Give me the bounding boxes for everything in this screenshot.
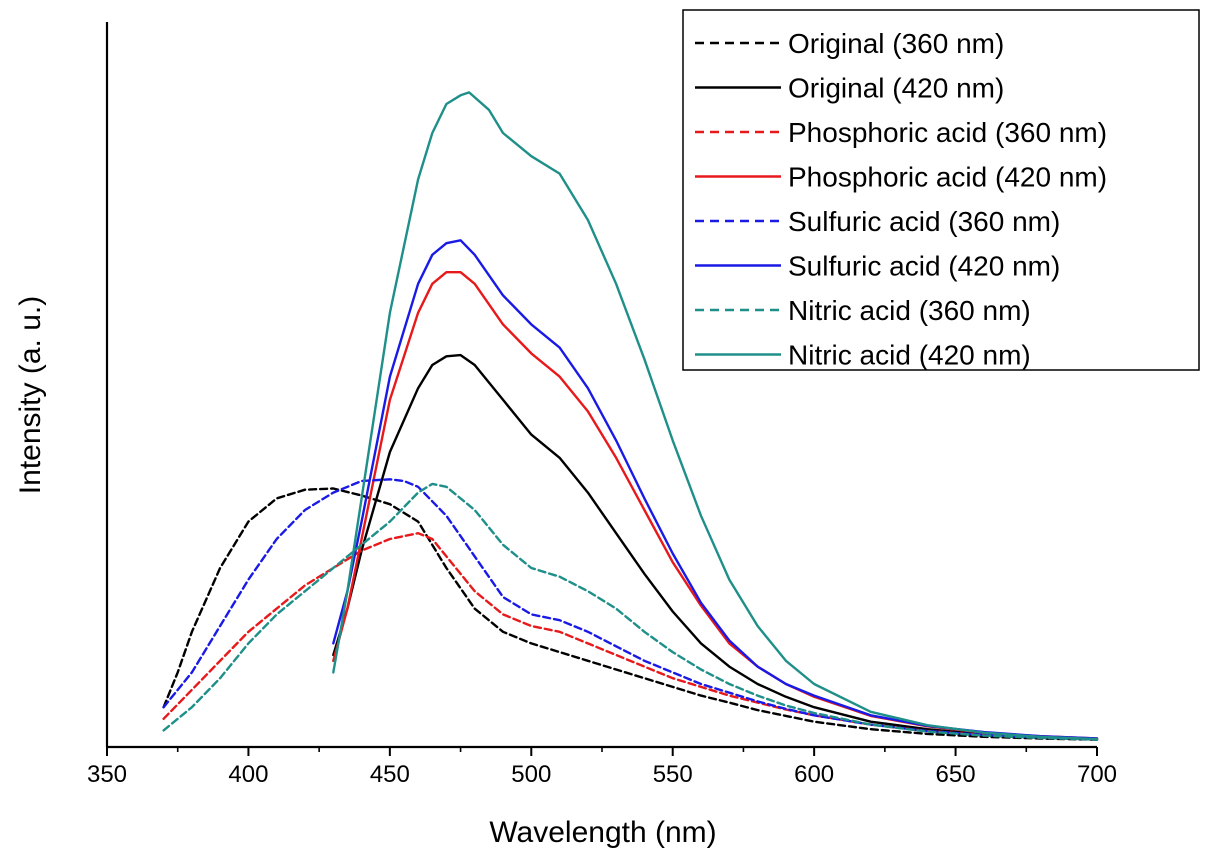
series-layer <box>162 91 1099 741</box>
series-line-6 <box>332 239 1099 740</box>
legend-label: Phosphoric acid (420 nm) <box>788 162 1107 193</box>
legend-label: Nitric acid (360 nm) <box>788 295 1031 326</box>
legend: Original (360 nm) Original (420 nm) Phosph… <box>682 9 1200 371</box>
legend-label: Phosphoric acid (360 nm) <box>788 117 1107 148</box>
legend-box <box>682 9 1200 371</box>
y-axis-title: Intensity (a. u.) <box>14 296 47 494</box>
x-tick-label: 400 <box>228 761 268 788</box>
x-tick-label: 600 <box>794 761 834 788</box>
series-line-8 <box>332 91 1099 741</box>
legend-label: Sulfuric acid (360 nm) <box>788 206 1060 237</box>
series-line-2 <box>332 353 1099 741</box>
x-tick-label: 550 <box>653 761 693 788</box>
x-tick-label: 700 <box>1077 761 1117 788</box>
legend-label: Original (420 nm) <box>788 73 1004 104</box>
x-tick-label: 350 <box>87 761 127 788</box>
x-tick-label: 650 <box>936 761 976 788</box>
tick-layer: 350 400 450 500 550 600 650 700 <box>87 747 1117 788</box>
series-line-3 <box>162 532 1099 741</box>
series-line-7 <box>162 482 1099 741</box>
series-line-1 <box>162 487 1099 741</box>
x-tick-label: 500 <box>511 761 551 788</box>
x-tick-label: 450 <box>370 761 410 788</box>
x-axis-title: Wavelength (nm) <box>489 816 716 849</box>
legend-label: Sulfuric acid (420 nm) <box>788 251 1060 282</box>
series-line-5 <box>162 478 1099 741</box>
legend-label: Nitric acid (420 nm) <box>788 340 1031 371</box>
legend-label: Original (360 nm) <box>788 28 1004 59</box>
